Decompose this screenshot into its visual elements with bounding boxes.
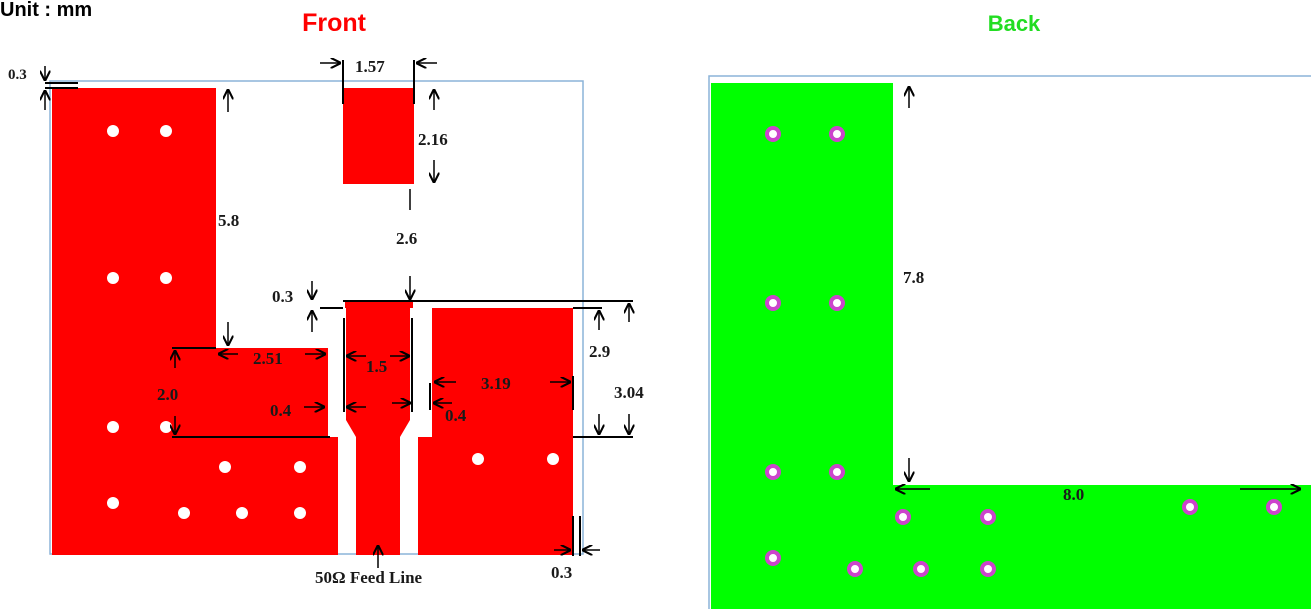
front-via [219, 461, 231, 473]
front-via [472, 453, 484, 465]
back-via [829, 126, 845, 142]
back-ground-plane [711, 83, 1311, 609]
front-via [107, 272, 119, 284]
front-via [160, 421, 172, 433]
front-via [160, 125, 172, 137]
back-via [913, 561, 929, 577]
front-title: Front [302, 9, 367, 37]
dim-edge-bottom: 0.3 [551, 563, 572, 582]
back-title: Back [988, 11, 1041, 36]
dim-top-patch-height: 2.16 [418, 130, 448, 149]
front-via [160, 272, 172, 284]
back-via [1182, 499, 1198, 515]
dim-edge-top: 0.3 [8, 67, 27, 83]
back-via [895, 509, 911, 525]
front-feed-line [345, 301, 413, 555]
dim-gap: 2.6 [396, 229, 417, 248]
back-substrate-outline [708, 75, 1311, 609]
front-via [547, 453, 559, 465]
back-via [829, 295, 845, 311]
front-via [107, 125, 119, 137]
front-dimension-labels: 0.3 1.57 2.16 5.8 2.6 0.3 2.51 1.5 3.19 … [8, 57, 644, 587]
dim-feed-width: 1.5 [366, 357, 387, 376]
dim-right-block-width: 3.19 [481, 374, 511, 393]
dim-top-patch-width: 1.57 [355, 57, 385, 76]
dim-right-height-b: 3.04 [614, 383, 644, 402]
front-right-patch [418, 308, 573, 555]
dim-right-height-a: 2.9 [589, 342, 610, 361]
front-via [294, 461, 306, 473]
back-via [829, 464, 845, 480]
dim-left-arm-height: 5.8 [218, 211, 239, 230]
front-via [294, 507, 306, 519]
front-via [236, 507, 248, 519]
unit-label: Unit : mm [0, 0, 92, 21]
back-vias [765, 126, 1282, 577]
front-left-patch [52, 88, 338, 555]
front-dimension-lines [45, 60, 633, 568]
back-via [765, 295, 781, 311]
back-view: 7.8 8.0 [708, 75, 1311, 609]
dim-arm-width: 8.0 [1063, 485, 1084, 504]
back-via [765, 550, 781, 566]
back-via [980, 561, 996, 577]
front-vias [107, 125, 559, 519]
front-top-patch [343, 88, 414, 184]
dim-step-width: 2.51 [253, 349, 283, 368]
feed-line-label: 50Ω Feed Line [315, 568, 423, 587]
back-via [765, 464, 781, 480]
front-via [178, 507, 190, 519]
dim-arm-height: 7.8 [903, 268, 924, 287]
back-via [847, 561, 863, 577]
back-via [980, 509, 996, 525]
dim-gap-right: 0.4 [445, 406, 467, 425]
back-via [765, 126, 781, 142]
dim-gap-top: 0.3 [272, 287, 293, 306]
front-view: 0.3 1.57 2.16 5.8 2.6 0.3 2.51 1.5 3.19 … [8, 57, 644, 587]
back-dimension-lines [896, 87, 1300, 489]
dim-step-height: 2.0 [157, 385, 178, 404]
front-via [107, 497, 119, 509]
back-via [1266, 499, 1282, 515]
front-via [107, 421, 119, 433]
dim-gap-left: 0.4 [270, 401, 292, 420]
